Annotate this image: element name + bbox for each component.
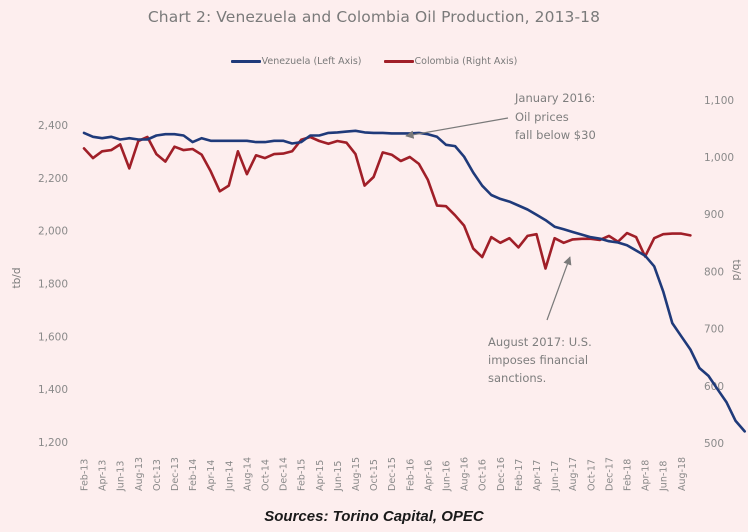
x-axis-tick-label: Apr-13 — [98, 460, 109, 491]
x-axis-tick-label: Aug-15 — [351, 457, 362, 491]
right-axis-tick-label: 800 — [704, 266, 724, 278]
x-axis-tick-label: Aug-14 — [242, 457, 253, 491]
annotation-aug-2017-arrow — [546, 256, 572, 321]
annotation-aug-2017-line-1: August 2017: U.S. — [488, 335, 592, 349]
annotation-aug-2017-line-3: sanctions. — [488, 371, 546, 385]
x-axis-tick-label: Oct-13 — [152, 459, 163, 491]
right-axis-tick-label: 1,100 — [704, 95, 734, 107]
left-axis-title: tb/d — [11, 268, 23, 289]
legend: Venezuela (Left Axis) Colombia (Right Ax… — [0, 56, 748, 67]
x-axis-tick-label: Oct-16 — [478, 459, 489, 491]
annotation-jan-2016-line-3: fall below $30 — [515, 128, 596, 142]
x-axis-tick-label: Apr-17 — [532, 460, 543, 491]
legend-swatch-venezuela — [230, 60, 261, 63]
x-axis-tick-label: Oct-15 — [369, 459, 380, 491]
left-axis-tick-label: 2,000 — [38, 226, 68, 238]
source-note: Sources: Torino Capital, OPEC — [264, 508, 484, 525]
x-axis-tick-label: Aug-13 — [134, 457, 145, 491]
x-axis-tick-label: Jun-13 — [116, 461, 127, 492]
right-axis-tick-label: 900 — [704, 209, 724, 221]
legend-item-colombia: Colombia (Right Axis) — [383, 56, 518, 67]
x-axis-tick-label: Feb-15 — [297, 459, 308, 491]
left-axis-tick-label: 1,400 — [38, 384, 68, 396]
right-axis-tick-label: 1,000 — [704, 152, 734, 164]
annotation-aug-2017-line-2: imposes financial — [488, 353, 588, 367]
left-axis-tick-label: 2,400 — [38, 120, 68, 132]
legend-item-venezuela: Venezuela (Left Axis) — [230, 56, 362, 67]
x-axis-tick-label: Jun-15 — [333, 461, 344, 492]
x-axis-tick-label: Apr-15 — [315, 460, 326, 491]
left-axis-tick-label: 1,800 — [38, 278, 68, 290]
x-axis-tick-label: Aug-16 — [460, 457, 471, 491]
x-axis-tick-label: Dec-16 — [496, 457, 507, 491]
x-axis-tick-label: Feb-14 — [188, 459, 199, 491]
x-axis-tick-label: Feb-16 — [405, 459, 416, 491]
left-axis-tick-label: 1,600 — [38, 331, 68, 343]
x-axis-tick-label: Feb-13 — [80, 459, 91, 491]
x-axis-tick-label: Feb-17 — [514, 459, 525, 491]
annotation-jan-2016-arrow — [405, 117, 509, 139]
right-axis-tick-label: 500 — [704, 438, 724, 450]
legend-swatch-colombia — [383, 60, 414, 63]
x-axis-tick-label: Apr-14 — [206, 460, 217, 491]
chart-title: Chart 2: Venezuela and Colombia Oil Prod… — [147, 8, 601, 26]
x-axis-tick-label: Jun-18 — [659, 461, 670, 492]
x-axis-tick-label: Apr-16 — [423, 460, 434, 491]
x-axis-tick-label: Dec-17 — [604, 457, 615, 491]
annotation-jan-2016-line-1: January 2016: — [514, 91, 595, 105]
x-axis-tick-label: Feb-18 — [623, 459, 634, 491]
legend-label-colombia: Colombia (Right Axis) — [414, 56, 518, 67]
x-axis-tick-label: Dec-13 — [170, 457, 181, 491]
x-axis-tick-label: Jun-16 — [442, 461, 453, 492]
x-axis-tick-label: Jun-14 — [224, 461, 235, 492]
right-axis-title: tb/d — [730, 260, 742, 281]
left-axis-tick-label: 2,200 — [38, 173, 68, 185]
x-axis-tick-label: Dec-14 — [279, 457, 290, 491]
series-line-colombia — [82, 135, 692, 270]
x-axis-tick-label: Aug-17 — [568, 457, 579, 491]
x-axis-tick-label: Oct-14 — [261, 459, 272, 491]
legend-label-venezuela: Venezuela (Left Axis) — [261, 56, 362, 67]
left-axis-tick-label: 1,200 — [38, 437, 68, 449]
x-axis-tick-label: Oct-17 — [586, 459, 597, 491]
annotation-aug-2017: August 2017: U.S. imposes financial sanc… — [488, 256, 592, 385]
annotation-jan-2016-line-2: Oil prices — [515, 110, 569, 124]
x-axis-tick-label: Apr-18 — [641, 460, 652, 491]
right-axis-tick-label: 700 — [704, 324, 724, 336]
x-axis-tick-label: Jun-17 — [550, 461, 561, 492]
series-line-venezuela — [82, 129, 747, 433]
annotation-jan-2016: January 2016: Oil prices fall below $30 — [405, 91, 596, 142]
x-axis-tick-label: Dec-15 — [387, 457, 398, 491]
x-axis-tick-label: Aug-18 — [677, 457, 688, 491]
